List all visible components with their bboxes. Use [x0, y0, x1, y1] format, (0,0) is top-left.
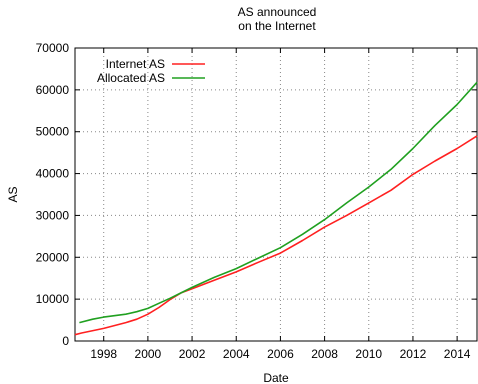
x-axis-label: Date: [263, 371, 289, 384]
x-tick-label: 1998: [90, 347, 117, 361]
x-tick-label: 2010: [355, 347, 382, 361]
legend-label: Internet AS: [106, 57, 165, 71]
grid: [75, 48, 477, 341]
y-tick-label: 20000: [36, 250, 70, 264]
x-tick-label: 2008: [311, 347, 338, 361]
y-tick-label: 10000: [36, 292, 70, 306]
chart-title-line-2: on the Internet: [238, 19, 316, 33]
x-tick-label: 2006: [267, 347, 294, 361]
series-line-allocated-as: [79, 81, 478, 324]
y-tick-label: 40000: [36, 167, 70, 181]
x-tick-label: 2014: [444, 347, 471, 361]
x-tick-label: 2004: [223, 347, 250, 361]
x-tick-label: 2012: [400, 347, 427, 361]
legend-label: Allocated AS: [97, 71, 165, 85]
series-line-internet-as: [74, 135, 478, 336]
axis-ticks: 1998 2000 2002 2004 2006 2008 2010 2012 2014 0 100…: [36, 41, 477, 361]
y-axis-label: AS: [6, 186, 20, 202]
y-tick-label: 70000: [36, 41, 70, 55]
y-tick-label: 60000: [36, 83, 70, 97]
series-lines: [74, 81, 478, 336]
x-tick-label: 2000: [135, 347, 162, 361]
y-tick-label: 0: [62, 334, 69, 348]
plot-frame: [74, 47, 478, 342]
x-tick-label: 2002: [179, 347, 206, 361]
chart-title-line-1: AS announced: [238, 5, 317, 19]
y-tick-label: 50000: [36, 125, 70, 139]
y-tick-label: 30000: [36, 208, 70, 222]
